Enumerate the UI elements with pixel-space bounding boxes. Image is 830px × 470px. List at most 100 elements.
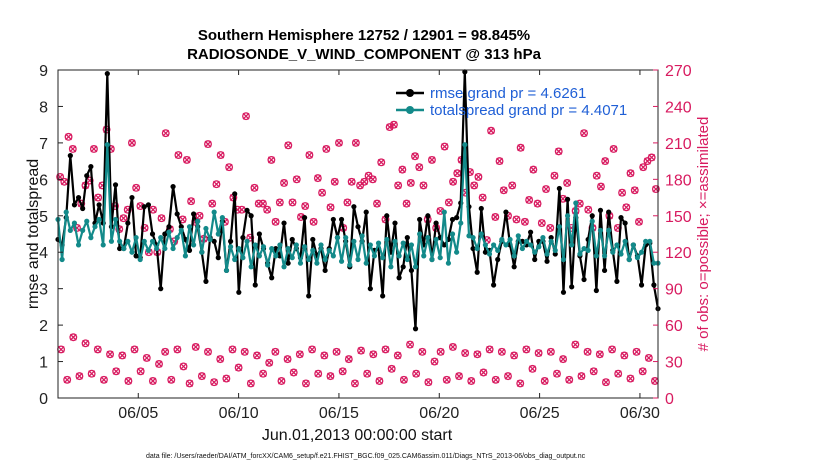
totalspread-point: [96, 216, 102, 223]
obs-count-high: [94, 193, 103, 202]
obs-count-high-possible-marker: [161, 129, 170, 138]
y-right-tick-label: 210: [665, 136, 692, 153]
rmse-point: [133, 253, 139, 259]
obs-count-low-possible-marker: [448, 343, 457, 351]
obs-count-high: [267, 155, 276, 164]
obs-count-low: [320, 351, 329, 360]
obs-count-low: [69, 333, 78, 342]
rmse-point: [495, 256, 501, 263]
totalspread-point: [121, 245, 127, 252]
obs-count-low-possible-marker: [216, 355, 225, 364]
obs-count-low: [289, 368, 298, 377]
totalspread-point: [100, 242, 106, 248]
obs-count-low: [308, 345, 317, 354]
obs-count-high: [335, 138, 343, 147]
obs-count-high: [258, 199, 267, 208]
obs-count-low-possible-marker: [644, 353, 653, 362]
obs-count-high-assimilated-marker: [453, 169, 461, 177]
rmse-point: [129, 194, 135, 201]
obs-count-high: [402, 199, 411, 208]
obs-count-low-assimilated-marker: [192, 343, 200, 351]
obs-count-high-assimilated-marker: [120, 214, 127, 222]
totalspread-point: [269, 245, 275, 252]
obs-count-high-assimilated-marker: [631, 186, 639, 194]
obs-count-low: [326, 372, 335, 381]
obs-count-high-assimilated-marker: [512, 215, 520, 223]
totalspread-point: [503, 242, 509, 248]
obs-count-high-possible-marker: [491, 213, 500, 221]
obs-count-low: [644, 353, 653, 362]
rmse-point: [528, 229, 534, 235]
totalspread-point: [84, 218, 90, 224]
obs-count-low-assimilated-marker: [265, 359, 273, 367]
totalspread-point: [195, 218, 201, 224]
obs-count-low-assimilated-marker: [535, 349, 543, 357]
rmse-point: [474, 269, 480, 275]
obs-count-high-assimilated-marker: [390, 121, 398, 129]
obs-count-high-possible-marker: [195, 211, 204, 220]
obs-count-low-assimilated-marker: [382, 345, 390, 353]
obs-count-low-assimilated-marker: [94, 345, 102, 353]
obs-count-high-possible-marker: [609, 145, 618, 153]
obs-count-low-possible-marker: [467, 377, 476, 385]
obs-count-high-possible-marker: [419, 181, 428, 190]
totalspread-point: [228, 244, 234, 250]
rmse-point: [363, 209, 369, 215]
rmse-point: [433, 220, 439, 226]
obs-count-high: [563, 179, 572, 187]
obs-count-high-possible-marker: [288, 198, 297, 207]
obs-count-high-possible-marker: [89, 145, 98, 153]
obs-count-low: [161, 347, 170, 356]
rmse-point: [117, 245, 123, 252]
totalspread-point: [564, 213, 571, 219]
obs-count-high-assimilated-marker: [386, 123, 394, 131]
obs-count-high-assimilated-marker: [272, 218, 280, 226]
obs-count-high: [132, 183, 141, 192]
obs-count-low: [179, 362, 188, 371]
obs-count-high-possible-marker: [411, 152, 419, 161]
obs-count-high-possible-marker: [305, 151, 314, 159]
rmse-point: [638, 282, 645, 288]
obs-count-low-possible-marker: [638, 367, 647, 376]
obs-count-low: [442, 375, 451, 384]
obs-count-high-assimilated-marker: [94, 194, 102, 202]
obs-count-high-possible-marker: [335, 138, 343, 147]
obs-count-low-possible-marker: [210, 378, 219, 387]
obs-count-high: [385, 123, 394, 132]
obs-count-low: [546, 347, 555, 356]
obs-count-high-assimilated-marker: [162, 129, 170, 137]
totalspread-point: [425, 235, 431, 241]
rmse-point: [80, 205, 86, 212]
obs-count-low-assimilated-marker: [492, 376, 500, 384]
rmse-point: [149, 231, 156, 237]
totalspread-point: [252, 242, 258, 248]
totalspread-point: [260, 244, 267, 250]
totalspread-point: [236, 245, 242, 252]
obs-count-high-possible-marker: [630, 186, 639, 195]
obs-count-low: [491, 375, 500, 384]
obs-count-low: [265, 358, 274, 367]
legend-spread-label: totalspread grand pr = 4.4071: [430, 102, 627, 119]
obs-count-low-possible-marker: [295, 350, 304, 359]
totalspread-point: [375, 240, 382, 246]
obs-count-high-assimilated-marker: [580, 129, 588, 137]
obs-count-low-assimilated-marker: [473, 350, 481, 358]
obs-count-high-possible-marker: [487, 126, 496, 135]
totalspread-point: [445, 260, 452, 266]
totalspread-point: [569, 242, 575, 248]
rmse-point: [544, 258, 550, 264]
obs-count-low-assimilated-marker: [314, 370, 322, 378]
obs-count-high-assimilated-marker: [276, 198, 284, 206]
obs-count-low: [246, 379, 255, 388]
obs-count-low: [204, 347, 212, 356]
obs-count-low-possible-marker: [112, 367, 121, 376]
y-tick-label: 8: [39, 99, 48, 116]
legend-rmse-marker: [406, 89, 414, 97]
totalspread-point: [314, 260, 320, 266]
obs-count-high-assimilated-marker: [196, 212, 204, 220]
obs-count-high-assimilated-marker: [343, 198, 351, 206]
obs-count-high-possible-marker: [119, 214, 128, 223]
obs-count-low-assimilated-marker: [82, 339, 90, 347]
obs-count-high-assimilated-marker: [584, 206, 592, 214]
obs-count-high-possible-marker: [635, 217, 643, 226]
